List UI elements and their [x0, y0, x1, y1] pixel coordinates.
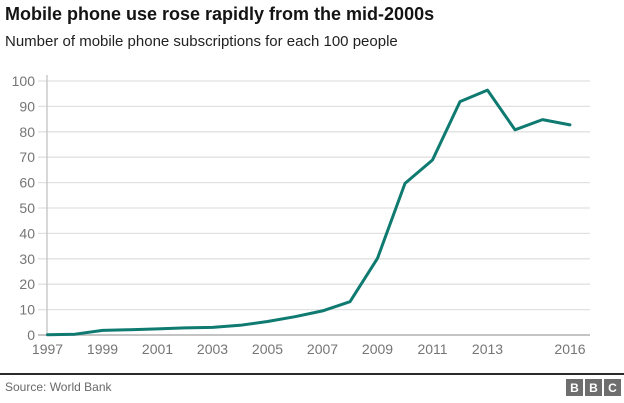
y-axis-tick-label: 20	[19, 276, 35, 292]
source-label: Source: World Bank	[5, 380, 112, 394]
y-axis-tick-label: 40	[19, 225, 35, 241]
y-axis-tick-label: 70	[19, 149, 35, 165]
bbc-logo-block: B	[566, 379, 583, 396]
x-axis-tick-label: 1997	[32, 341, 63, 357]
chart-subtitle: Number of mobile phone subscriptions for…	[5, 33, 398, 50]
x-axis-tick-label: 2011	[417, 341, 447, 357]
y-axis-tick-label: 0	[27, 327, 35, 343]
y-axis-tick-label: 30	[19, 251, 35, 267]
y-axis-tick-label: 60	[19, 175, 35, 191]
y-axis-tick-label: 100	[12, 73, 36, 89]
x-axis-tick-label: 1999	[87, 341, 118, 357]
x-axis-tick-label: 2005	[252, 341, 283, 357]
line-chart: 0 10 20 30 40 50 60 70 80 90 100 1997 1999 2001 2003 20…	[12, 73, 590, 357]
bbc-logo: B B C	[566, 379, 621, 396]
x-axis-tick-label: 2003	[197, 341, 228, 357]
page-title: Mobile phone use rose rapidly from the m…	[5, 4, 435, 24]
y-axis-tick-label: 50	[19, 200, 35, 216]
data-line-series	[46, 88, 572, 337]
y-axis-tick-label: 80	[19, 124, 35, 140]
x-axis-tick-label: 2013	[472, 341, 503, 357]
x-axis-tick-label: 2001	[142, 341, 173, 357]
y-axis-tick-label: 10	[19, 302, 35, 318]
y-axis-tick-label: 90	[19, 98, 35, 114]
x-axis-tick-label: 2009	[362, 341, 393, 357]
x-axis-tick-label: 2007	[307, 341, 338, 357]
x-axis-tick-label: 2016	[554, 341, 585, 357]
footer-divider	[0, 373, 624, 375]
bbc-logo-block: B	[585, 379, 602, 396]
bbc-logo-block: C	[604, 379, 621, 396]
